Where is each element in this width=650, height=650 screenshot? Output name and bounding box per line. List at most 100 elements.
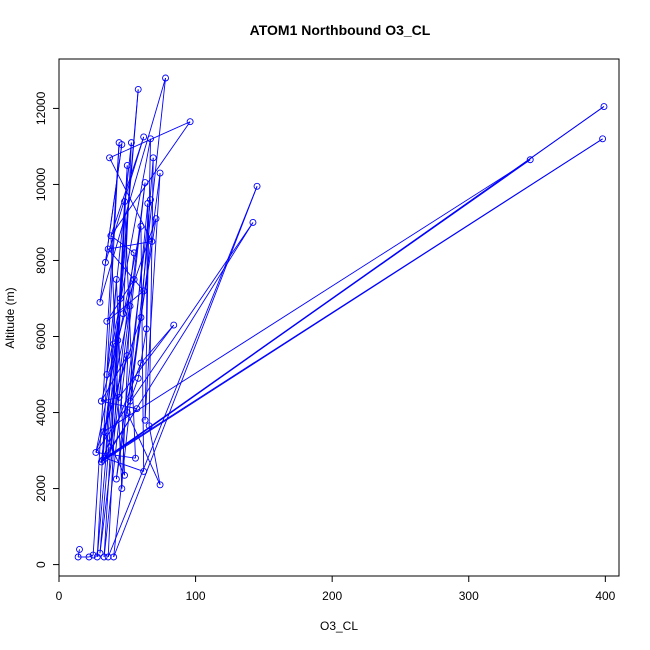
plot-frame [58, 58, 620, 577]
data-points [74, 74, 608, 561]
data-point [141, 179, 149, 186]
data-point [85, 553, 93, 561]
data-point [100, 428, 108, 435]
trace-segment [148, 157, 154, 426]
data-point [134, 374, 142, 382]
data-point [149, 154, 157, 162]
trace-segment [103, 159, 531, 432]
y-tick-label: 2000 [34, 475, 48, 502]
data-point [103, 317, 111, 325]
data-point [141, 416, 149, 424]
data-point [123, 352, 131, 359]
trace-segment [110, 252, 135, 451]
data-point [92, 449, 100, 456]
trace-segment [115, 279, 126, 476]
data-point [133, 405, 141, 413]
x-tick-label: 400 [595, 589, 615, 603]
data-point [156, 481, 164, 489]
data-point [104, 553, 112, 561]
trace-segment [104, 144, 123, 263]
data-point [74, 553, 82, 561]
data-point [101, 454, 109, 462]
data-point [170, 321, 178, 329]
data-point [100, 553, 108, 561]
data-point [137, 314, 145, 321]
data-point [96, 549, 104, 557]
y-tick-label: 0 [34, 561, 48, 568]
trace-segment [108, 241, 152, 250]
y-axis-label: Altitude (m) [3, 287, 17, 348]
data-point [130, 249, 138, 257]
data-point [130, 276, 138, 283]
trace-segment [100, 362, 142, 463]
trace-segment [106, 138, 151, 375]
trace-segment [109, 157, 153, 242]
data-point [115, 393, 123, 401]
data-point [106, 154, 113, 162]
data-point [147, 135, 154, 143]
trace-segment [88, 554, 94, 558]
x-tick-label: 300 [459, 589, 479, 603]
data-point [126, 397, 134, 405]
data-point [107, 447, 115, 455]
data-point [127, 139, 135, 147]
data-point [76, 545, 83, 553]
trace-segment [109, 121, 191, 159]
data-point [89, 551, 97, 559]
data-traces [77, 77, 605, 558]
trace-segment [105, 138, 603, 459]
trace-segment [92, 142, 120, 556]
data-point [132, 454, 139, 462]
trace-segment [122, 142, 132, 314]
data-point [118, 141, 126, 148]
data-point [249, 219, 257, 226]
data-point [140, 468, 148, 475]
data-point [253, 182, 261, 190]
trace-segment [148, 425, 161, 485]
data-point [110, 340, 118, 348]
trace-segment [126, 412, 161, 485]
data-point [112, 276, 120, 283]
data-point [526, 156, 534, 164]
trace-segment [96, 142, 120, 558]
data-point [600, 103, 608, 110]
trace-segment [77, 549, 80, 558]
y-axis: 0 2000 4000 6000 8000 10000 12000 [34, 91, 59, 568]
data-point [110, 553, 118, 561]
data-point [137, 359, 145, 367]
x-tick-label: 100 [186, 589, 206, 603]
data-point [121, 471, 129, 479]
trace-segment [115, 218, 157, 480]
y-tick-label: 8000 [34, 247, 48, 274]
trace-segment [129, 172, 161, 402]
trace-segment [107, 165, 128, 558]
trace-segment [101, 106, 605, 463]
x-axis-label: O3_CL [320, 619, 358, 633]
y-tick-label: 12000 [34, 91, 48, 125]
trace-segment [99, 77, 166, 303]
trace-segment [107, 186, 258, 558]
data-point [186, 118, 194, 126]
data-point [104, 245, 112, 253]
x-tick-label: 200 [322, 589, 342, 603]
trace-segment [122, 218, 157, 314]
trace-segment [105, 136, 145, 263]
y-tick-label: 6000 [34, 323, 48, 350]
trace-segment [113, 186, 258, 558]
data-point [97, 458, 105, 466]
data-point [599, 135, 607, 143]
data-point [145, 422, 153, 430]
data-point [97, 397, 105, 405]
data-point [142, 325, 150, 333]
trace-segment [95, 226, 142, 453]
data-point [96, 298, 104, 306]
x-axis: 0 100 200 300 400 [56, 576, 616, 603]
y-tick-label: 10000 [34, 167, 48, 201]
data-point [156, 169, 164, 177]
data-point [119, 310, 127, 318]
data-point [123, 409, 131, 416]
data-point [101, 258, 109, 266]
trace-segment [95, 452, 136, 459]
trace-segment [99, 89, 139, 554]
